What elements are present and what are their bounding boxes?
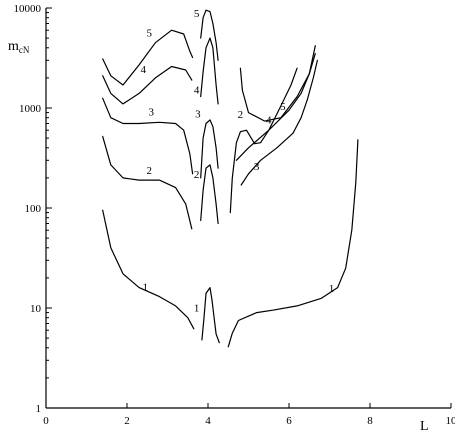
curve-label-1: 1 — [194, 303, 200, 315]
x-tick-label: 8 — [367, 415, 373, 427]
curve-3 — [200, 119, 219, 179]
axis-titles: mcN L — [8, 39, 429, 434]
curve-4 — [200, 37, 219, 105]
y-axis-title-main: m — [8, 39, 19, 54]
curve-label-1: 1 — [329, 283, 335, 295]
curve-label-4: 4 — [140, 64, 146, 76]
x-axis-title: L — [420, 419, 429, 434]
ticks: 0 2 4 6 8 10 1 10 100 1000 10000 — [14, 3, 455, 427]
curve-label-2: 2 — [194, 169, 200, 181]
curve-3 — [102, 97, 194, 175]
curve-label-4: 4 — [266, 114, 272, 126]
x-tick-label: 10 — [446, 415, 455, 427]
curve-label-3: 3 — [195, 109, 201, 121]
y-tick-label: 100 — [25, 203, 42, 215]
curve-2 — [102, 135, 193, 230]
curve-2 — [229, 67, 298, 214]
curve-label-2: 2 — [147, 165, 153, 177]
curve-1 — [201, 287, 220, 344]
curve-label-3: 3 — [149, 107, 155, 119]
curve-label-4: 4 — [194, 84, 200, 96]
x-tick-label: 0 — [43, 415, 49, 427]
curve-label-5: 5 — [147, 27, 153, 39]
curve-5 — [102, 29, 194, 86]
curve-2 — [200, 164, 219, 225]
curves — [102, 9, 359, 348]
curve-1 — [227, 139, 359, 348]
y-axis-title-subscript: cN — [19, 45, 30, 55]
y-axis-title: mcN — [8, 39, 30, 55]
curve-4 — [235, 53, 316, 161]
x-tick-label: 2 — [124, 415, 130, 427]
curve-1 — [102, 209, 195, 330]
y-tick-label: 1 — [36, 403, 42, 415]
curve-label-1: 1 — [142, 281, 148, 293]
y-tick-label: 10000 — [14, 3, 42, 15]
y-tick-label: 10 — [30, 303, 42, 315]
curve-5 — [200, 9, 219, 61]
curve-5 — [239, 45, 316, 122]
curve-label-5: 5 — [194, 8, 200, 20]
x-tick-label: 6 — [286, 415, 292, 427]
curve-3 — [240, 59, 318, 186]
curve-label-3: 3 — [254, 161, 260, 173]
curve-4 — [102, 65, 193, 105]
x-tick-label: 4 — [205, 415, 211, 427]
curve-label-2: 2 — [238, 109, 244, 121]
y-tick-label: 1000 — [19, 103, 42, 115]
curve-label-5: 5 — [280, 101, 286, 113]
